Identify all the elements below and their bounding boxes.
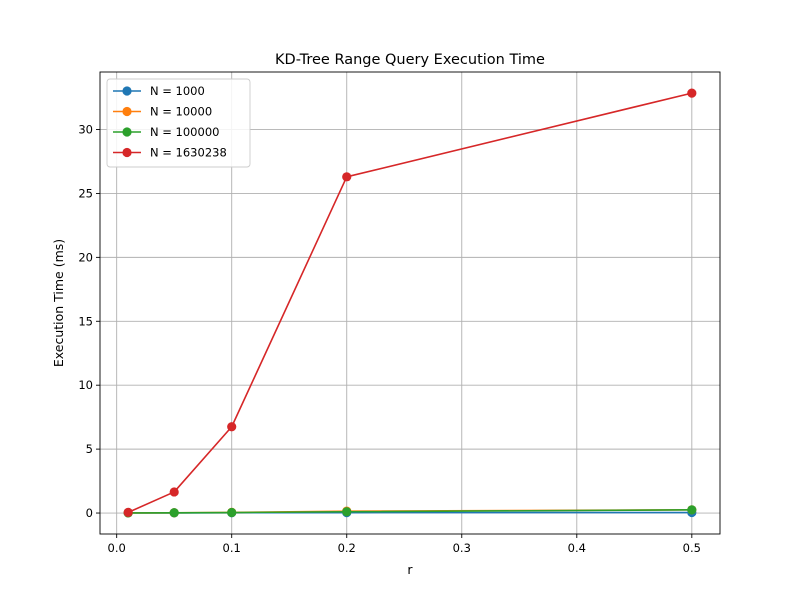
data-point [342, 507, 352, 517]
legend-item: N = 100000 [113, 125, 219, 139]
data-point [227, 422, 237, 432]
series-4 [123, 88, 697, 517]
legend-label: N = 100000 [150, 125, 219, 139]
legend-box [106, 78, 251, 168]
x-tick-label: 0.3 [453, 541, 471, 555]
y-tick-label: 15 [78, 314, 93, 328]
legend-marker [122, 127, 132, 137]
plot-area-border [99, 71, 721, 535]
x-tick-label: 0.5 [683, 541, 701, 555]
x-tick-label: 0.1 [223, 541, 241, 555]
axes-frame [99, 71, 721, 535]
x-axis-label: r [407, 562, 413, 577]
data-point [227, 507, 237, 518]
data-point [123, 507, 133, 517]
y-tick-label: 30 [78, 123, 93, 137]
data-point [687, 88, 697, 98]
legend-item: N = 1630238 [113, 146, 227, 160]
axis-ticks: 0.0 0.1 0.2 0.3 0.4 0.5 0 5 10 15 20 25 30 [78, 123, 701, 555]
legend-marker [122, 147, 132, 158]
legend-item: N = 10000 [113, 105, 212, 119]
y-tick-label: 10 [78, 378, 93, 392]
legend: N = 1000 N = 10000 N = 100000 N = 1630238 [106, 78, 251, 168]
data-point [342, 172, 352, 182]
grid [100, 72, 720, 534]
chart-title: KD-Tree Range Query Execution Time [275, 52, 545, 68]
plot-series [123, 88, 697, 518]
y-tick-label: 25 [78, 186, 93, 200]
data-point [169, 508, 179, 518]
y-tick-label: 20 [78, 250, 93, 264]
legend-marker [122, 86, 132, 96]
legend-label: N = 10000 [150, 105, 212, 119]
data-point [687, 505, 697, 515]
legend-item: N = 1000 [113, 84, 205, 98]
data-point [169, 487, 179, 497]
legend-label: N = 1630238 [150, 146, 227, 160]
legend-marker [122, 106, 132, 117]
y-axis-label: Execution Time (ms) [51, 239, 66, 367]
x-tick-label: 0.0 [108, 541, 126, 555]
x-tick-label: 0.4 [568, 541, 586, 555]
x-tick-label: 0.2 [338, 541, 356, 555]
legend-label: N = 1000 [150, 84, 205, 98]
y-tick-label: 5 [86, 442, 93, 456]
y-tick-label: 0 [86, 506, 93, 520]
